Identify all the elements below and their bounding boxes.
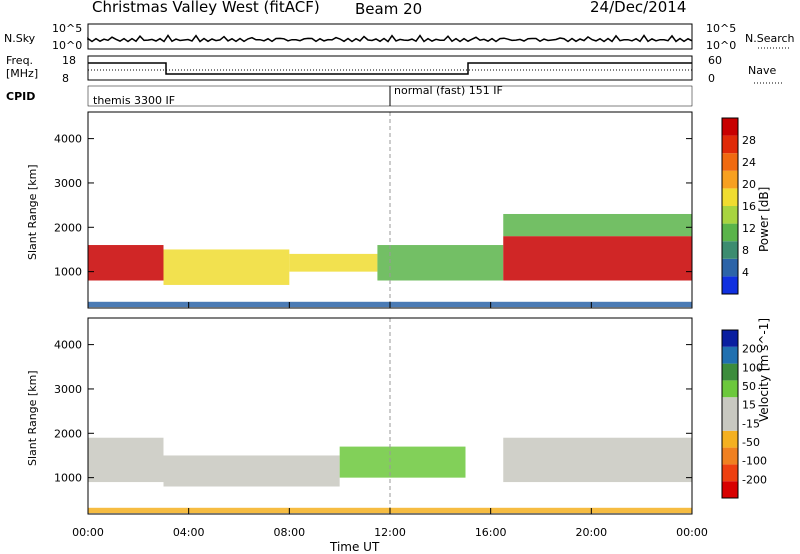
x-tick-label: 12:00	[374, 526, 406, 539]
x-tick-label: 00:00	[72, 526, 104, 539]
colorbar-segment	[722, 464, 738, 482]
data-region	[163, 455, 340, 487]
power-colorbar-label: Power [dB]	[757, 187, 771, 252]
nsky-right-tick-top: 10^5	[706, 22, 736, 35]
colorbar-segment	[722, 330, 738, 347]
colorbar-frame	[721, 117, 739, 295]
velocity-colorbar: -200 -100 -50 -15 15 50 100 200	[721, 329, 767, 499]
nsky-left-tick-bottom: 10^0	[52, 39, 82, 52]
cpid-label: CPID	[6, 90, 35, 103]
colorbar-segment	[722, 447, 738, 465]
colorbar-segment	[722, 414, 738, 431]
colorbar-segment	[722, 276, 738, 294]
data-region	[503, 437, 692, 483]
data-region	[88, 437, 164, 483]
colorbar-segment	[722, 241, 738, 259]
colorbar-segment	[722, 363, 738, 381]
colorbar-segment	[722, 481, 738, 498]
nsky-panel	[87, 23, 693, 50]
nsearch-label: N.Search	[745, 32, 795, 45]
data-region	[88, 245, 164, 281]
data-region	[339, 446, 466, 478]
date-label: 24/Dec/2014	[590, 0, 686, 16]
y-tick-label: 1000	[54, 266, 82, 279]
colorbar-segment	[722, 380, 738, 398]
nsky-label: N.Sky	[4, 32, 36, 45]
nave-tick-top: 60	[708, 54, 722, 67]
data-region	[503, 236, 692, 281]
cpid-mode-1: themis 3300 IF	[93, 94, 175, 107]
colorbar-tick: 16	[742, 200, 756, 213]
colorbar-tick: 200	[742, 343, 763, 356]
colorbar-tick: 50	[742, 380, 756, 393]
nsky-trace	[87, 34, 693, 43]
colorbar-segment	[722, 223, 738, 242]
data-region	[163, 249, 290, 285]
freq-tick-top: 18	[62, 54, 76, 67]
colorbar-tick: -100	[742, 455, 767, 468]
colorbar-tick: 15	[742, 399, 756, 412]
colorbar-segment	[722, 118, 738, 136]
colorbar-segment	[722, 135, 738, 154]
x-tick-label: 08:00	[273, 526, 305, 539]
nave-tick-bottom: 0	[708, 72, 715, 85]
station-title: Christmas Valley West (fitACF)	[92, 0, 320, 16]
colorbar-segment	[722, 258, 738, 277]
colorbar-tick: 12	[742, 222, 756, 235]
nsky-left-tick-top: 10^5	[52, 22, 82, 35]
nsky-right-tick-bottom: 10^0	[706, 39, 736, 52]
freq-trace	[88, 62, 692, 75]
colorbar-tick: -50	[742, 436, 760, 449]
x-axis-title: Time UT	[329, 540, 380, 554]
data-region	[289, 253, 378, 272]
freq-panel	[87, 55, 693, 81]
x-tick-label: 00:00	[676, 526, 708, 539]
nave-label: Nave	[748, 64, 776, 77]
colorbar-tick: 4	[742, 266, 749, 279]
time-axis: 00:00 04:00 08:00 12:00 16:00 20:00 00:00	[72, 302, 708, 539]
x-tick-label: 16:00	[475, 526, 507, 539]
y-tick-label: 4000	[54, 339, 82, 352]
colorbar-segment	[722, 170, 738, 189]
colorbar-segment	[722, 153, 738, 171]
colorbar-segment	[722, 430, 738, 448]
x-tick-label: 20:00	[575, 526, 607, 539]
beam-label: Beam 20	[355, 0, 422, 18]
data-region	[503, 213, 692, 237]
freq-label-line2: [MHz]	[6, 67, 38, 80]
y-tick-label: 2000	[54, 427, 82, 440]
colorbar-tick: 100	[742, 361, 763, 374]
colorbar-tick: 8	[742, 244, 749, 257]
colorbar-segment	[722, 346, 738, 364]
velocity-colorbar-label: Velocity [m s^-1]	[757, 318, 771, 422]
colorbar-tick: 24	[742, 156, 756, 169]
freq-tick-bottom: 8	[62, 72, 69, 85]
colorbar-tick: -15	[742, 417, 760, 430]
colorbar-segment	[722, 206, 738, 224]
colorbar-tick: 28	[742, 134, 756, 147]
colorbar-segment	[722, 188, 738, 206]
power-ylabel: Slant Range [km]	[26, 164, 39, 260]
colorbar-frame	[721, 329, 739, 499]
colorbar-tick: 20	[742, 178, 756, 191]
cpid-mode-2: normal (fast) 151 IF	[394, 84, 503, 97]
y-tick-label: 1000	[54, 472, 82, 485]
velocity-ylabel: Slant Range [km]	[26, 370, 39, 466]
velocity-panel: 1000 2000 3000 4000	[54, 318, 692, 514]
x-tick-label: 04:00	[173, 526, 205, 539]
y-tick-label: 3000	[54, 177, 82, 190]
y-tick-label: 3000	[54, 383, 82, 396]
power-panel: 1000 2000 3000 4000	[54, 112, 692, 308]
colorbar-segment	[722, 397, 738, 414]
y-tick-label: 4000	[54, 133, 82, 146]
power-colorbar: 4 8 12 16 20 24 28	[721, 117, 756, 295]
data-region	[377, 245, 504, 281]
freq-label-line1: Freq.	[6, 54, 33, 67]
y-tick-label: 2000	[54, 221, 82, 234]
colorbar-tick: -200	[742, 473, 767, 486]
